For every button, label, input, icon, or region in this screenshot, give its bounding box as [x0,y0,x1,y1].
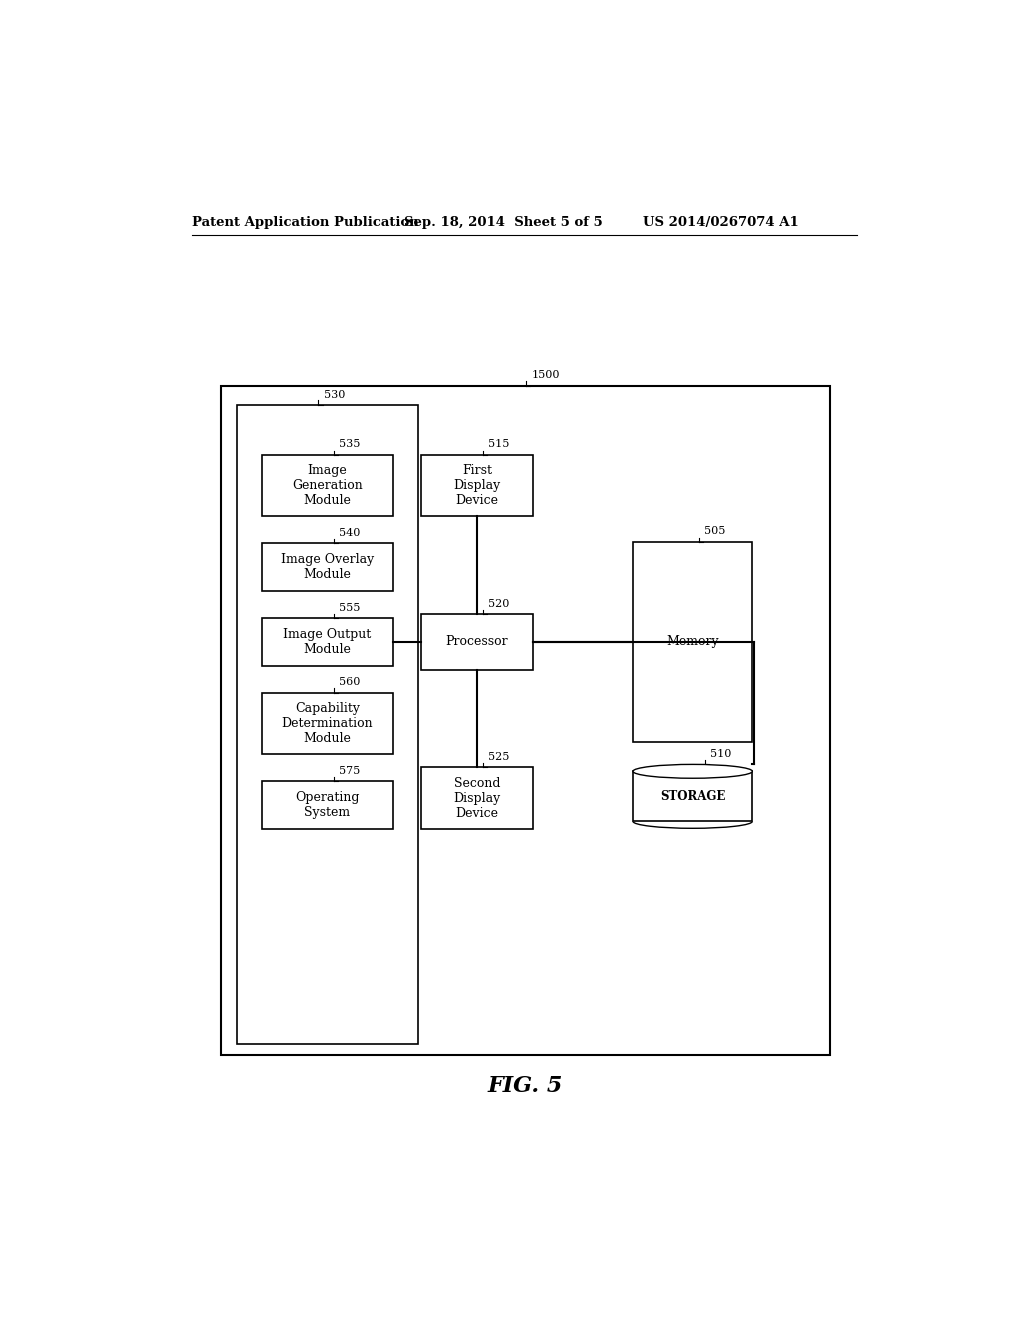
Text: 560: 560 [339,677,360,688]
Text: Patent Application Publication: Patent Application Publication [193,216,419,230]
Text: 515: 515 [488,440,509,449]
Text: Image
Generation
Module: Image Generation Module [292,465,362,507]
Text: 505: 505 [705,527,725,536]
Text: FIG. 5: FIG. 5 [487,1076,562,1097]
Text: Image Output
Module: Image Output Module [284,628,372,656]
Text: Image Overlay
Module: Image Overlay Module [281,553,374,581]
Bar [237,405,418,1044]
Bar [262,781,393,829]
Bar [421,767,532,829]
Text: 510: 510 [710,748,731,759]
Bar [633,543,753,742]
Bar [221,385,829,1056]
Text: STORAGE: STORAGE [660,789,725,803]
Text: 540: 540 [339,528,360,539]
Ellipse shape [633,764,753,779]
Text: Capability
Determination
Module: Capability Determination Module [282,702,373,744]
Text: US 2014/0267074 A1: US 2014/0267074 A1 [643,216,799,230]
Text: 1500: 1500 [531,370,560,380]
Text: Operating
System: Operating System [295,791,359,820]
Text: 530: 530 [325,389,345,400]
Bar [262,544,393,591]
Bar [421,455,532,516]
Text: Processor: Processor [445,635,508,648]
Text: 525: 525 [488,752,509,762]
Text: 535: 535 [339,440,360,449]
Text: Memory: Memory [667,635,719,648]
Bar [633,771,753,821]
Bar [262,618,393,665]
Text: 555: 555 [339,603,360,612]
Text: 575: 575 [339,766,360,776]
Bar [421,614,532,669]
Text: First
Display
Device: First Display Device [454,465,501,507]
Text: Second
Display
Device: Second Display Device [454,776,501,820]
Bar [262,693,393,755]
Bar [262,455,393,516]
Text: 520: 520 [488,599,509,609]
Text: Sep. 18, 2014  Sheet 5 of 5: Sep. 18, 2014 Sheet 5 of 5 [403,216,603,230]
